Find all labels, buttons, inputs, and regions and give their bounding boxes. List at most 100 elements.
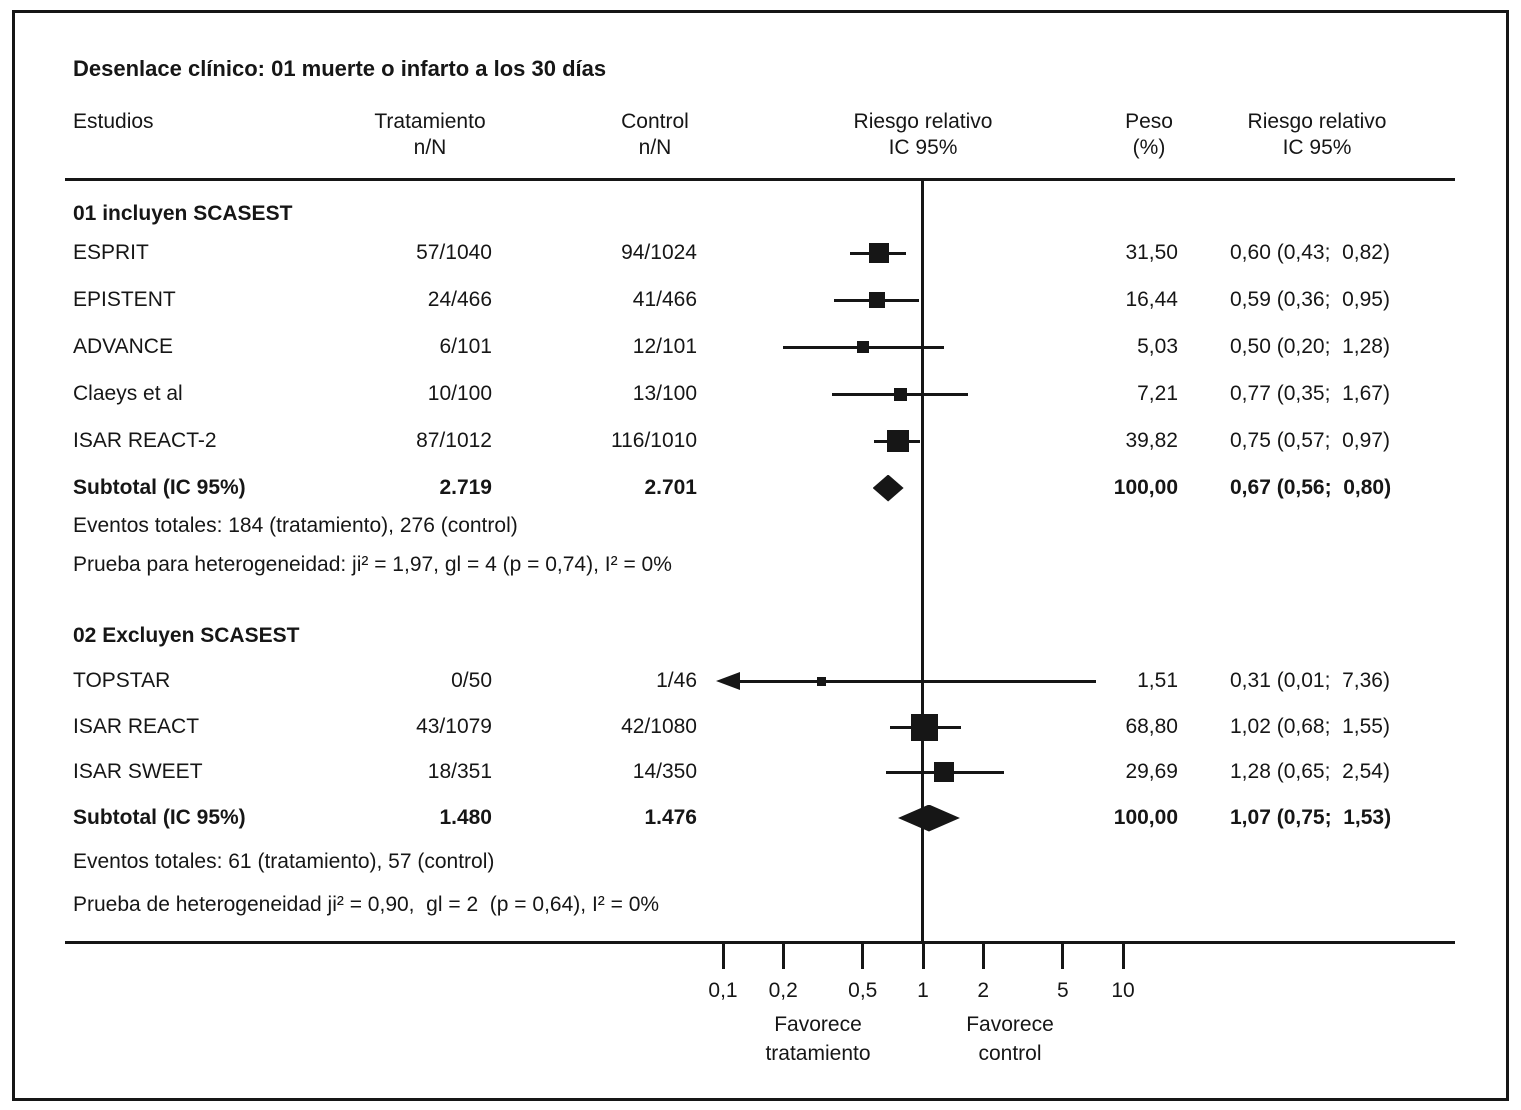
group-note: Prueba para heterogeneidad: ji² = 1,97, …	[73, 553, 672, 576]
axis-tick-label: 0,5	[848, 979, 878, 1002]
weight-value: 1,51	[1137, 669, 1178, 692]
rr-ci-value: 0,50 (0,20; 1,28)	[1230, 335, 1390, 358]
control-value: 12/101	[632, 335, 697, 358]
favors-treatment-line2: tratamiento	[765, 1042, 871, 1065]
column-header-riesgo-text: Riesgo relativo IC 95%	[1217, 109, 1417, 161]
study-name: ISAR REACT	[73, 715, 200, 738]
axis-tick-label: 0,2	[768, 979, 798, 1002]
weight-value: 29,69	[1125, 760, 1178, 783]
rr-ci-value: 1,02 (0,68; 1,55)	[1230, 715, 1390, 738]
axis-rule	[65, 941, 1455, 944]
reference-line	[921, 180, 924, 941]
axis-tick	[981, 941, 985, 969]
rr-ci-value: 0,75 (0,57; 0,97)	[1230, 429, 1390, 452]
rr-ci-value: 0,31 (0,01; 7,36)	[1230, 669, 1390, 692]
ci-left-arrow	[716, 672, 740, 690]
weight-value: 16,44	[1125, 288, 1178, 311]
treatment-value: 1.480	[439, 806, 492, 829]
axis-tick	[1121, 941, 1125, 969]
header-rule	[65, 178, 1455, 181]
axis-tick-label: 10	[1111, 979, 1135, 1002]
favors-control-label: Favorece control	[910, 1010, 1110, 1068]
effect-square	[869, 292, 886, 308]
column-header-peso-line2: (%)	[1132, 136, 1166, 159]
column-header-tratamiento-line1: Tratamiento	[374, 110, 486, 133]
column-header-peso: Peso (%)	[1049, 109, 1249, 161]
control-value: 41/466	[632, 288, 697, 311]
control-value: 116/1010	[610, 429, 697, 452]
study-name: ADVANCE	[73, 335, 173, 358]
treatment-value: 24/466	[427, 288, 492, 311]
favors-treatment-line1: Favorece	[774, 1013, 862, 1036]
study-name: Subtotal (IC 95%)	[73, 806, 246, 829]
study-name: Claeys et al	[73, 382, 183, 405]
effect-square	[816, 676, 826, 686]
study-name: ISAR REACT-2	[73, 429, 217, 452]
effect-square	[887, 430, 909, 452]
treatment-value: 2.719	[439, 476, 492, 499]
column-header-estudios: Estudios	[73, 110, 154, 133]
effect-square	[911, 713, 939, 741]
study-name: ISAR SWEET	[73, 760, 203, 783]
ci-line	[738, 679, 1097, 683]
rr-ci-value: 1,28 (0,65; 2,54)	[1230, 760, 1390, 783]
column-header-peso-line1: Peso	[1125, 110, 1173, 133]
axis-tick	[1061, 941, 1065, 969]
weight-value: 68,80	[1125, 715, 1178, 738]
weight-value: 31,50	[1125, 241, 1178, 264]
axis-tick	[921, 941, 925, 969]
treatment-value: 10/100	[427, 382, 492, 405]
figure-border	[12, 10, 1509, 1101]
study-name: Subtotal (IC 95%)	[73, 476, 246, 499]
column-header-tratamiento-line2: n/N	[413, 136, 447, 159]
axis-tick	[861, 941, 865, 969]
rr-ci-value: 0,67 (0,56; 0,80)	[1230, 476, 1392, 499]
axis-tick	[721, 941, 725, 969]
axis-tick-label: 2	[977, 979, 990, 1002]
axis-tick-label: 0,1	[708, 979, 738, 1002]
effect-square	[856, 341, 869, 353]
weight-value: 100,00	[1113, 476, 1178, 499]
weight-value: 39,82	[1125, 429, 1178, 452]
page-title: Desenlace clínico: 01 muerte o infarto a…	[73, 56, 607, 81]
rr-ci-value: 0,77 (0,35; 1,67)	[1230, 382, 1390, 405]
favors-treatment-label: Favorece tratamiento	[718, 1010, 918, 1068]
group-note: Prueba de heterogeneidad ji² = 0,90, gl …	[73, 893, 660, 916]
study-name: EPISTENT	[73, 288, 176, 311]
weight-value: 7,21	[1137, 382, 1178, 405]
control-value: 94/1024	[621, 241, 697, 264]
axis-tick-label: 5	[1056, 979, 1069, 1002]
rr-ci-value: 0,60 (0,43; 0,82)	[1230, 241, 1390, 264]
group-note: Eventos totales: 61 (tratamiento), 57 (c…	[73, 850, 495, 873]
control-value: 42/1080	[621, 715, 697, 738]
column-header-control-line2: n/N	[638, 136, 672, 159]
treatment-value: 18/351	[427, 760, 492, 783]
axis-tick	[781, 941, 785, 969]
weight-value: 100,00	[1113, 806, 1178, 829]
control-value: 2.701	[644, 476, 697, 499]
rr-ci-value: 0,59 (0,36; 0,95)	[1230, 288, 1390, 311]
weight-value: 5,03	[1137, 335, 1178, 358]
control-value: 13/100	[632, 382, 697, 405]
effect-square	[893, 387, 907, 401]
treatment-value: 0/50	[451, 669, 492, 692]
control-value: 1/46	[656, 669, 697, 692]
favors-control-line1: Favorece	[966, 1013, 1054, 1036]
column-header-control: Control n/N	[555, 109, 755, 161]
group-note: Eventos totales: 184 (tratamiento), 276 …	[73, 514, 518, 537]
column-header-riesgo-text-line1: Riesgo relativo	[1247, 110, 1387, 133]
column-header-riesgo-plot-line2: IC 95%	[888, 136, 958, 159]
rr-ci-value: 1,07 (0,75; 1,53)	[1230, 806, 1392, 829]
axis-tick-label: 1	[917, 979, 929, 1002]
treatment-value: 87/1012	[416, 429, 492, 452]
group-label: 01 incluyen SCASEST	[73, 202, 293, 225]
column-header-control-line1: Control	[621, 110, 689, 133]
column-header-riesgo-plot-line1: Riesgo relativo	[853, 110, 993, 133]
control-value: 1.476	[644, 806, 697, 829]
treatment-value: 6/101	[439, 335, 492, 358]
effect-square	[868, 243, 889, 263]
